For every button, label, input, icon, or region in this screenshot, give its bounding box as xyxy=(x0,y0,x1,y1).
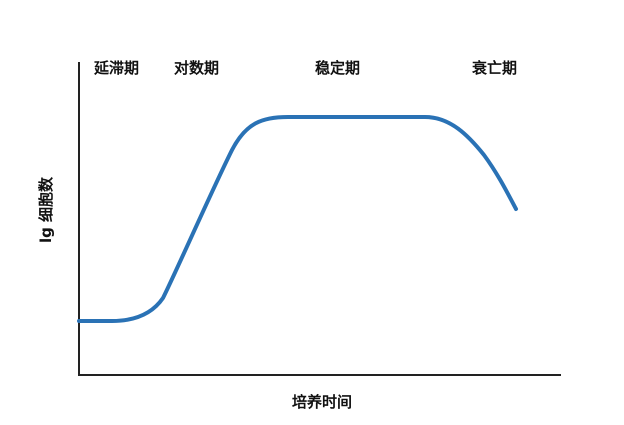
phase-label-log: 对数期 xyxy=(174,59,220,77)
phase-label-death: 衰亡期 xyxy=(472,59,518,77)
growth-curve xyxy=(77,115,518,323)
y-axis-title: lg 细胞数 xyxy=(37,176,55,244)
phase-label-lag: 延滞期 xyxy=(94,59,140,77)
phase-label-stationary: 稳定期 xyxy=(315,59,361,77)
x-axis-title: 培养时间 xyxy=(291,393,353,411)
